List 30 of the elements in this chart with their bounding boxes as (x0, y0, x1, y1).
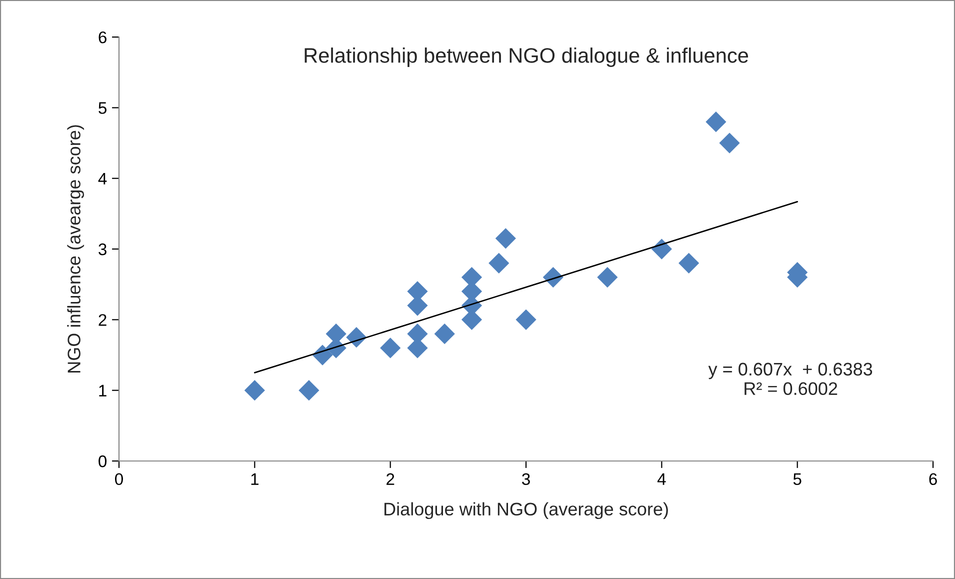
point (651, 238, 672, 260)
y-axis-title: NGO influence (avearge score) (67, 125, 84, 372)
x-tick-label: 5 (793, 473, 802, 486)
x-tick-label: 1 (251, 473, 258, 485)
x-tick-label: 0 (115, 473, 123, 486)
point (678, 252, 700, 274)
x-tick-label: 6 (929, 473, 937, 486)
point (488, 252, 510, 274)
point (495, 228, 516, 249)
y-tick-label: 5 (98, 102, 106, 114)
annotation: y = 0.607x + 0.6383 R² = 0.6002 (708, 362, 872, 396)
point (380, 338, 401, 358)
y-tick-label: 4 (98, 172, 107, 184)
point (719, 132, 740, 154)
chart-title: Relationship between NGO dialogue & influence (304, 48, 748, 67)
point (298, 380, 320, 401)
y-tick-label: 1 (99, 384, 106, 396)
x-axis-title: Dialogue with NGO (average score) (384, 502, 668, 520)
point (597, 266, 618, 288)
x-tick-label: 4 (657, 473, 666, 485)
point (516, 309, 536, 330)
x-tick-label: 2 (386, 473, 394, 485)
x-tick-label: 3 (522, 473, 530, 486)
y-tick-label: 2 (98, 314, 106, 326)
point (706, 112, 726, 132)
y-tick-label: 6 (98, 31, 106, 44)
point (434, 324, 455, 344)
y-tick-label: 3 (98, 243, 106, 256)
point (244, 380, 265, 401)
y-tick-label: 0 (98, 455, 107, 468)
